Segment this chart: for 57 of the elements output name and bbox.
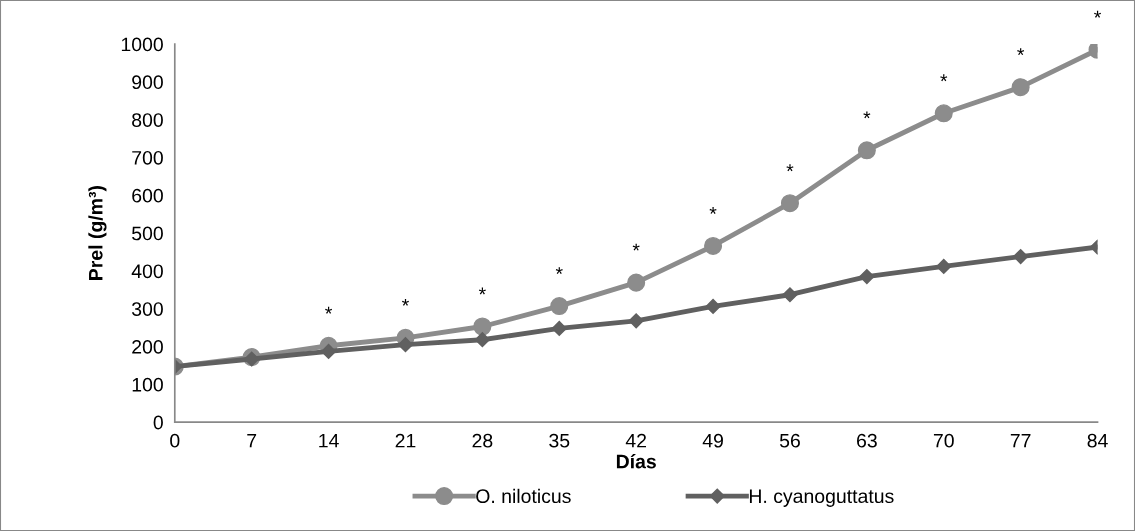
y-tick-label: 600 bbox=[132, 188, 163, 203]
y-tick-label: 100 bbox=[132, 377, 163, 392]
point bbox=[473, 317, 492, 336]
y-tick-label: 800 bbox=[132, 113, 163, 127]
point bbox=[550, 297, 569, 316]
point bbox=[705, 298, 721, 315]
x-tick-label: 7 bbox=[247, 433, 257, 448]
y-tick-label: 300 bbox=[131, 302, 163, 316]
y-tick-label: 500 bbox=[132, 226, 163, 241]
point bbox=[780, 194, 799, 213]
point bbox=[1011, 78, 1030, 97]
y-axis-title: Prel (g/m³) bbox=[88, 186, 107, 280]
y-tick-label: 0 bbox=[153, 415, 163, 430]
x-tick-label: 28 bbox=[472, 433, 493, 448]
y-tick-label: 400 bbox=[131, 264, 163, 279]
annotation: * bbox=[555, 267, 563, 274]
point bbox=[551, 320, 567, 336]
annotation: * bbox=[940, 74, 948, 82]
x-tick-label: 77 bbox=[1010, 433, 1031, 448]
point bbox=[321, 343, 337, 360]
x-tick-label: 56 bbox=[779, 433, 800, 448]
x-tick-label: 35 bbox=[549, 433, 570, 448]
annotation: * bbox=[1094, 10, 1102, 18]
x-tick-label: 21 bbox=[395, 433, 416, 448]
annotation: * bbox=[632, 243, 640, 251]
x-tick-label: 70 bbox=[933, 433, 954, 448]
point bbox=[1013, 248, 1029, 265]
point bbox=[859, 269, 875, 285]
point bbox=[934, 104, 953, 123]
annotation: * bbox=[709, 207, 717, 214]
x-tick-label: 0 bbox=[170, 433, 180, 448]
legend-label: H. cyanoguttatus bbox=[749, 489, 894, 507]
annotation: * bbox=[478, 287, 486, 295]
x-tick-label: 49 bbox=[702, 433, 723, 448]
x-tick-label: 42 bbox=[625, 433, 647, 448]
y-tick-label: 1000 bbox=[121, 37, 163, 52]
point bbox=[704, 236, 723, 255]
point bbox=[627, 273, 646, 292]
x-axis-title: Días bbox=[616, 453, 656, 469]
point bbox=[782, 287, 798, 303]
y-tick-label: 700 bbox=[132, 150, 163, 165]
point bbox=[397, 337, 414, 353]
y-tick-label: 200 bbox=[132, 340, 163, 354]
point bbox=[628, 313, 644, 329]
annotation: * bbox=[1017, 48, 1025, 56]
x-tick-label: 84 bbox=[1087, 433, 1108, 448]
point bbox=[474, 332, 490, 348]
legend-label: O. niloticus bbox=[476, 488, 571, 504]
annotation: * bbox=[786, 164, 794, 172]
y-tick-label: 900 bbox=[132, 75, 163, 90]
annotation: * bbox=[325, 306, 333, 314]
annotation: * bbox=[863, 111, 871, 119]
point bbox=[936, 258, 952, 274]
x-tick-label: 63 bbox=[857, 433, 877, 448]
annotation: * bbox=[402, 298, 409, 306]
x-tick-label: 14 bbox=[319, 433, 339, 448]
point bbox=[857, 141, 876, 160]
